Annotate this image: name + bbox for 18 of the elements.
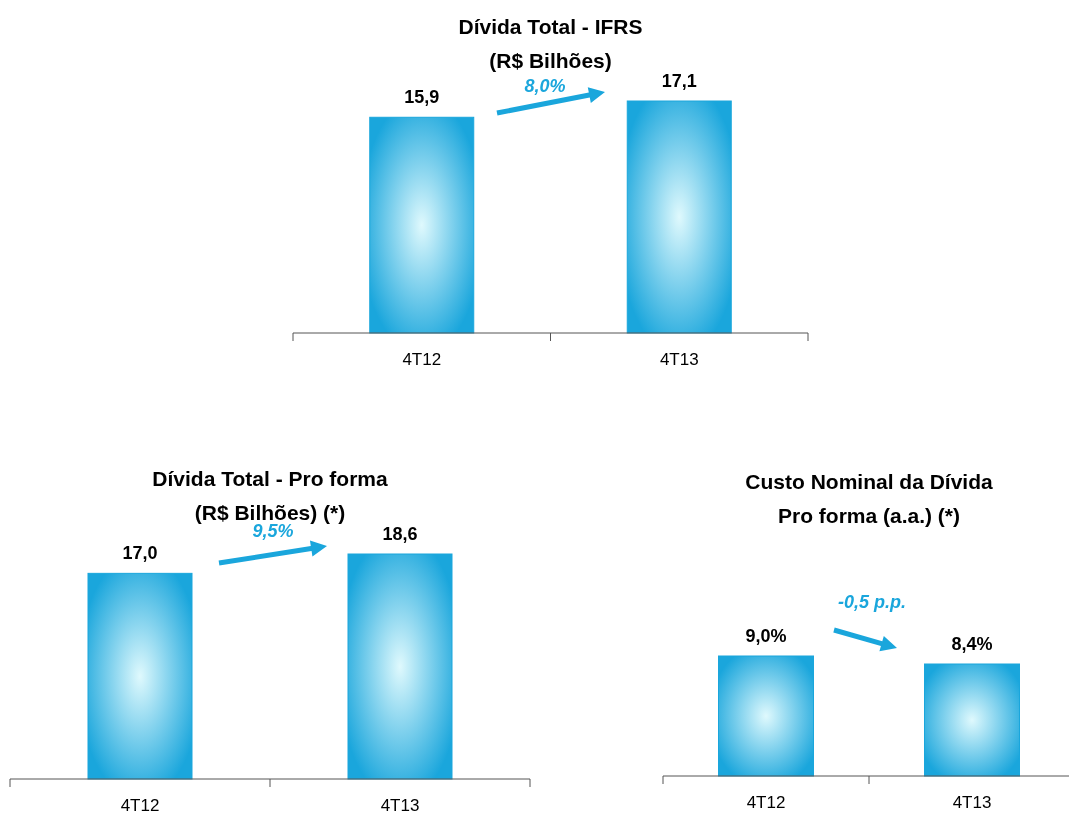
data-label: 8,4%: [951, 634, 993, 654]
x-tick-label: 4T12: [120, 796, 160, 815]
text: -0,5 p.p.: [837, 592, 907, 612]
data-label: 17,1: [661, 71, 697, 91]
data-label: 17,0: [122, 543, 158, 564]
chart-title: Custo Nominal da Dívida Pro forma (a.a.) (*): [745, 470, 993, 527]
chart-title: Dívida Total - IFRS (R$ Bilhões): [458, 15, 643, 72]
data-label: 15,9: [404, 87, 440, 108]
x-tick-label: 4T12: [402, 350, 442, 369]
text: 9,5%: [252, 521, 294, 541]
x-tick-label: 4T12: [746, 793, 786, 812]
text: 8,0%: [524, 76, 566, 96]
data-label: 9,0%: [745, 626, 787, 646]
x-tick-label: 4T13: [659, 350, 699, 369]
x-tick-label: 4T13: [952, 793, 992, 812]
x-tick-label: 4T13: [380, 796, 420, 815]
data-label: 18,6: [382, 524, 418, 544]
chart-title: Dívida Total - Pro forma (R$ Bilhões) (*): [152, 467, 388, 524]
